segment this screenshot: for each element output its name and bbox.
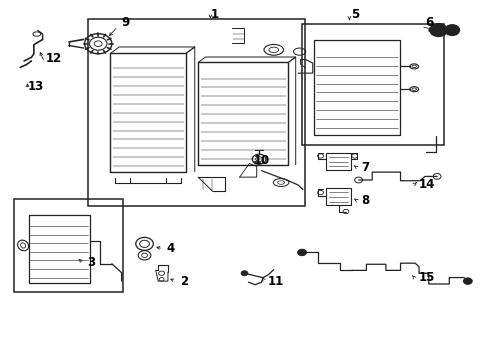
Text: 8: 8 xyxy=(361,194,369,207)
Bar xyxy=(302,24,444,145)
Circle shape xyxy=(429,24,447,37)
Text: 7: 7 xyxy=(361,161,369,174)
Text: 1: 1 xyxy=(210,8,218,21)
Text: 14: 14 xyxy=(418,178,434,191)
Text: 13: 13 xyxy=(27,80,43,93)
Circle shape xyxy=(297,249,306,256)
Circle shape xyxy=(465,280,469,283)
Text: 2: 2 xyxy=(180,275,188,288)
Text: 9: 9 xyxy=(122,17,130,30)
Circle shape xyxy=(241,271,247,276)
Circle shape xyxy=(463,278,471,284)
Circle shape xyxy=(444,25,459,36)
Bar xyxy=(88,19,305,206)
Text: 5: 5 xyxy=(350,8,358,21)
Text: 15: 15 xyxy=(418,271,434,284)
Text: 6: 6 xyxy=(424,16,432,29)
Bar xyxy=(14,199,122,292)
Text: 10: 10 xyxy=(253,154,269,167)
Circle shape xyxy=(300,251,304,254)
Text: 3: 3 xyxy=(87,256,96,269)
Text: 4: 4 xyxy=(166,242,174,255)
Text: 12: 12 xyxy=(45,52,61,65)
Text: 11: 11 xyxy=(267,275,284,288)
